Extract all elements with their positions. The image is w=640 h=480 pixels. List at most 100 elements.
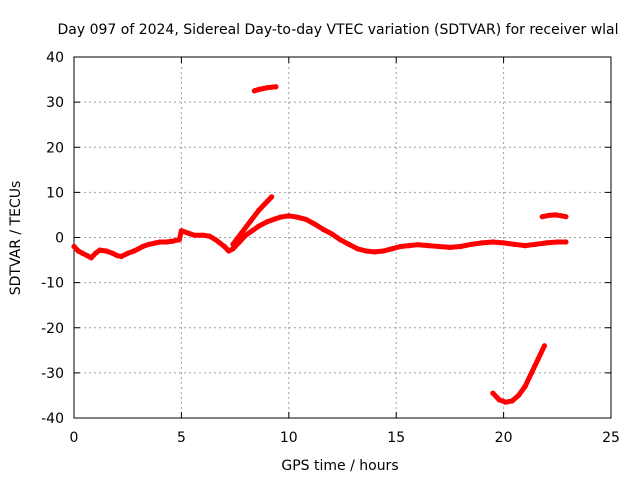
data-point — [213, 237, 219, 243]
data-point — [125, 250, 131, 256]
data-point — [153, 240, 159, 246]
data-point — [256, 86, 262, 93]
data-point — [92, 250, 99, 256]
data-point — [479, 240, 485, 246]
data-point — [294, 214, 300, 220]
y-tick-label: 0 — [55, 231, 64, 247]
data-point — [528, 370, 535, 376]
y-tick-label: 10 — [46, 185, 64, 201]
data-point — [185, 230, 191, 236]
data-point — [176, 237, 182, 243]
data-point — [277, 214, 283, 220]
data-point — [501, 240, 507, 246]
data-point — [503, 399, 509, 405]
data-point — [269, 194, 275, 200]
data-point — [251, 88, 257, 94]
y-tick-label: -40 — [41, 411, 64, 427]
data-point — [552, 212, 558, 218]
y-tick-label: -20 — [41, 321, 64, 337]
data-point — [563, 214, 569, 220]
data-point — [516, 392, 522, 398]
data-point — [397, 243, 404, 250]
data-point — [206, 233, 212, 239]
data-point — [247, 219, 253, 225]
x-axis-label: GPS time / hours — [281, 458, 398, 474]
data-point — [354, 246, 361, 252]
series-layer — [71, 84, 569, 405]
data-point — [522, 383, 528, 389]
data-point — [221, 243, 227, 250]
grid — [74, 57, 611, 418]
x-tick-label: 0 — [70, 430, 79, 446]
data-point — [114, 252, 120, 259]
data-point — [264, 85, 270, 91]
y-tick-label: 20 — [46, 140, 64, 156]
y-axis-label: SDTVAR / TECUs — [8, 181, 24, 296]
axis-ticks — [73, 56, 612, 419]
data-point — [273, 84, 279, 90]
x-tick-label: 5 — [177, 430, 186, 446]
data-point — [135, 246, 141, 252]
data-point — [230, 241, 236, 247]
data-point — [103, 248, 109, 254]
data-point — [71, 243, 77, 250]
data-point — [230, 246, 236, 252]
data-point — [178, 228, 184, 234]
data-point — [509, 398, 515, 404]
data-point — [84, 252, 90, 259]
data-point — [554, 239, 560, 245]
data-point — [226, 248, 232, 254]
data-point — [490, 390, 496, 396]
data-point — [546, 212, 552, 218]
data-point — [541, 343, 548, 349]
data-point — [118, 253, 124, 260]
data-point — [260, 86, 266, 92]
y-tick-label: -30 — [41, 366, 64, 382]
data-point — [320, 226, 326, 232]
data-point — [436, 243, 442, 250]
data-point — [329, 231, 335, 237]
x-tick-label: 25 — [602, 430, 620, 446]
data-point — [191, 232, 197, 238]
data-point — [238, 230, 245, 236]
y-tick-labels: -40 -30 -20 -10 0 10 20 30 40 — [41, 50, 64, 427]
data-point — [303, 216, 309, 222]
data-point — [286, 213, 292, 219]
data-point — [243, 232, 249, 238]
x-tick-label: 20 — [495, 430, 513, 446]
data-point — [97, 247, 103, 253]
x-tick-label: 10 — [280, 430, 298, 446]
data-point — [264, 198, 270, 204]
data-point — [170, 238, 176, 244]
data-point — [271, 216, 277, 222]
data-point — [337, 237, 343, 243]
data-point — [346, 241, 352, 247]
data-point — [447, 244, 453, 250]
data-point — [75, 248, 81, 254]
data-point — [458, 243, 464, 250]
data-point — [522, 243, 528, 249]
data-point — [146, 241, 152, 247]
data-point — [264, 219, 270, 225]
data-point — [389, 246, 395, 252]
data-point — [372, 249, 378, 255]
data-point — [425, 243, 431, 249]
data-point — [544, 240, 550, 246]
data-point — [511, 241, 517, 247]
data-point — [131, 248, 137, 254]
data-point — [256, 223, 262, 229]
data-point — [363, 248, 369, 254]
y-tick-label: -10 — [41, 276, 64, 292]
data-point — [88, 255, 94, 261]
y-tick-label: 40 — [46, 50, 64, 66]
data-point — [496, 397, 502, 403]
series-line-1 — [71, 213, 569, 261]
data-point — [256, 207, 262, 213]
x-tick-labels: 0 5 10 15 20 25 — [70, 430, 620, 446]
data-point — [157, 239, 163, 245]
data-point — [140, 243, 146, 250]
data-point — [200, 232, 206, 238]
data-point — [535, 356, 541, 362]
data-point — [533, 241, 539, 247]
